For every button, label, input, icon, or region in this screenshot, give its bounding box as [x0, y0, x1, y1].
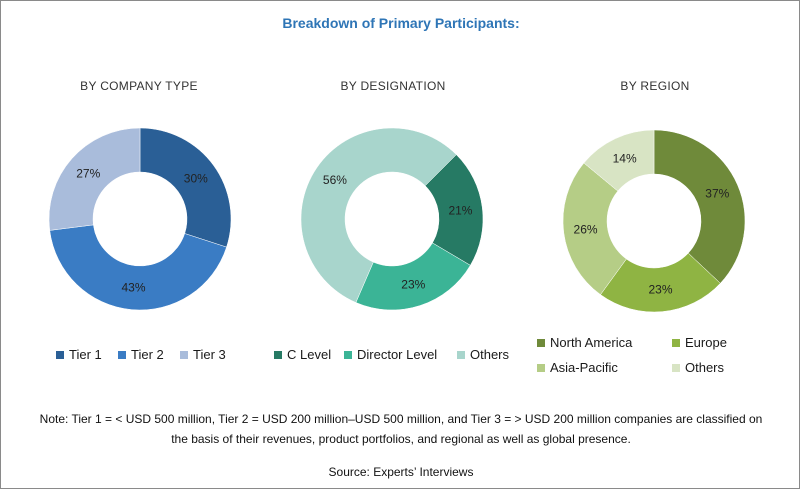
subtitle-designation: BY DESIGNATION	[340, 79, 446, 93]
donut-label-1-2: 56%	[323, 173, 347, 187]
donut-slice-0-1	[49, 224, 227, 311]
donut-label-1-0: 21%	[448, 203, 472, 217]
donut-label-0-2: 27%	[76, 166, 100, 180]
legend-item-asia-pacific: Asia-Pacific	[537, 360, 618, 375]
donut-label-2-3: 14%	[613, 152, 637, 166]
legend-item-tier-3: Tier 3	[180, 347, 226, 362]
legend-label: Tier 1	[69, 347, 102, 362]
legend-label: Tier 3	[193, 347, 226, 362]
legend-item-tier-1: Tier 1	[56, 347, 102, 362]
legend-label: Asia-Pacific	[550, 360, 618, 375]
legend-label: North America	[550, 335, 633, 350]
donut-slice-2-3	[583, 129, 655, 192]
donut-slice-2-1	[600, 252, 721, 313]
footnote-line-2: the basis of their revenues, product por…	[171, 432, 631, 446]
legend-label: Director Level	[357, 347, 438, 362]
legend-swatch	[672, 338, 680, 347]
legend-swatch	[180, 350, 188, 359]
donut-slice-0-0	[139, 127, 232, 248]
donut-slice-1-0	[424, 154, 484, 266]
legend-item-others: Others	[457, 347, 509, 362]
legend-swatch	[274, 350, 282, 359]
legend-item-europe: Europe	[672, 335, 727, 350]
legend-item-director-level: Director Level	[344, 347, 437, 362]
page-title: Breakdown of Primary Participants:	[282, 15, 520, 31]
subtitle-region: BY REGION	[620, 79, 690, 93]
legend-item-others: Others	[672, 360, 724, 375]
legend-swatch	[537, 363, 545, 372]
donut-label-1-1: 23%	[401, 278, 425, 292]
legend-label: Others	[685, 360, 725, 375]
legend-swatch	[118, 350, 126, 359]
donut-label-2-2: 26%	[574, 223, 598, 237]
donut-label-0-1: 43%	[121, 281, 145, 295]
legend-label: Others	[470, 347, 510, 362]
footnote-line-1: Note: Tier 1 = < USD 500 million, Tier 2…	[39, 412, 763, 426]
legend-swatch	[344, 350, 352, 359]
legend-item-tier-2: Tier 2	[118, 347, 164, 362]
legend-swatch	[457, 350, 465, 359]
legend-item-c-level: C Level	[274, 347, 331, 362]
legend-swatch	[56, 350, 64, 359]
donut-slice-0-2	[48, 127, 141, 231]
donut-slice-1-1	[355, 242, 471, 311]
footnote: Note: Tier 1 = < USD 500 million, Tier 2…	[1, 409, 800, 449]
legend-swatch	[537, 338, 545, 347]
legend-label: C Level	[287, 347, 332, 362]
legend-label: Europe	[685, 335, 727, 350]
donut-slice-2-2	[562, 162, 627, 295]
legend-item-north-america: North America	[537, 335, 632, 350]
donut-label-2-1: 23%	[648, 283, 672, 297]
donut-label-2-0: 37%	[705, 187, 729, 201]
legend-label: Tier 2	[131, 347, 164, 362]
subtitle-company-type: BY COMPANY TYPE	[80, 79, 198, 93]
donut-label-0-0: 30%	[184, 171, 208, 185]
source-note: Source: Experts’ Interviews	[328, 465, 474, 479]
legend-swatch	[672, 363, 680, 372]
donut-slice-2-0	[653, 129, 746, 284]
